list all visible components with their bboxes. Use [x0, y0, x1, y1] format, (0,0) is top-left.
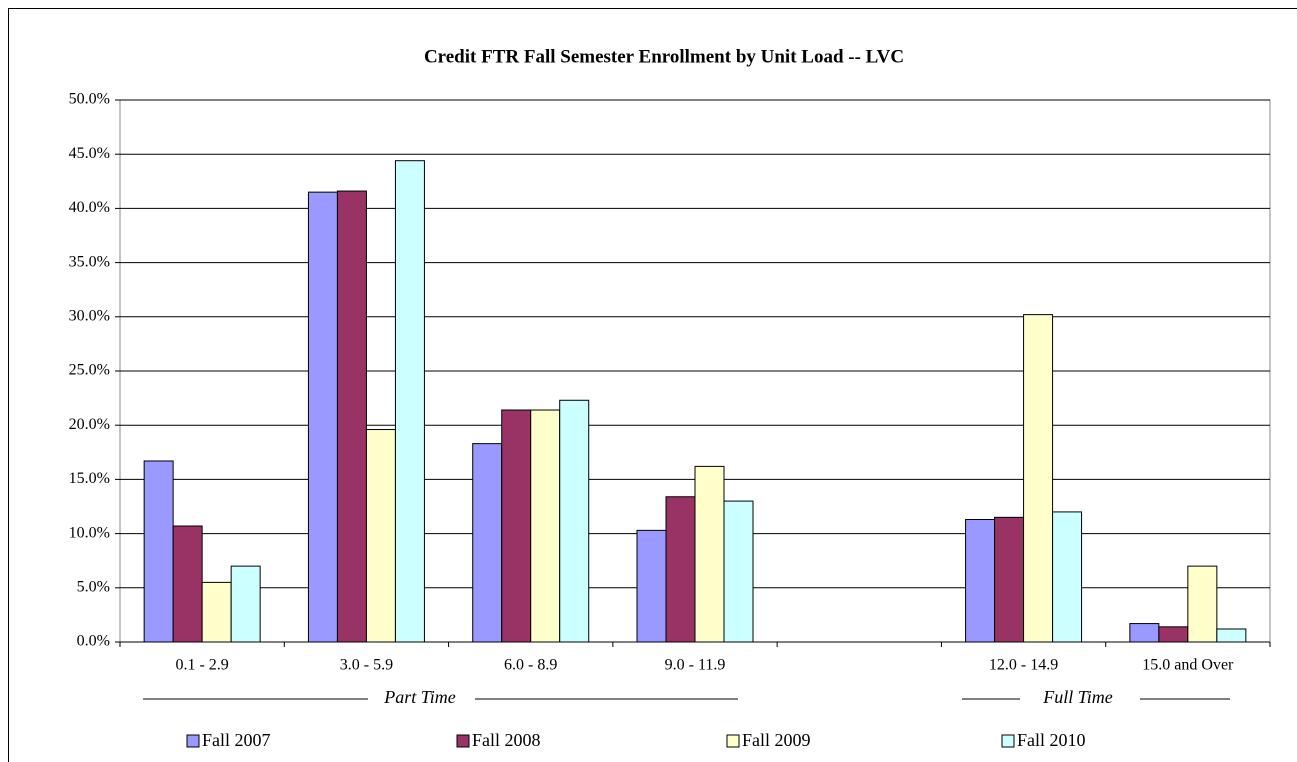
legend-label: Fall 2010	[1017, 730, 1086, 750]
legend-swatch	[456, 734, 470, 748]
bar	[1052, 511, 1083, 643]
bar	[201, 581, 232, 643]
bar	[307, 191, 338, 643]
bar	[636, 529, 667, 643]
x-tick-label: 3.0 - 5.9	[340, 657, 393, 674]
bar	[723, 500, 754, 643]
bar	[501, 409, 532, 643]
bar	[472, 443, 503, 643]
y-tick-label: 10.0%	[69, 524, 110, 541]
chart-title: Credit FTR Fall Semester Enrollment by U…	[424, 46, 904, 67]
y-tick-label: 20.0%	[69, 416, 110, 433]
y-tick-label: 0.0%	[77, 633, 110, 650]
y-tick-label: 25.0%	[69, 362, 110, 379]
y-tick-label: 45.0%	[69, 145, 110, 162]
chart-border	[8, 8, 1297, 762]
legend-swatch	[186, 734, 200, 748]
legend-swatch	[1001, 734, 1015, 748]
group-label: Part Time	[383, 687, 456, 707]
y-tick-label: 35.0%	[69, 253, 110, 270]
y-tick-label: 40.0%	[69, 199, 110, 216]
bar	[1023, 314, 1054, 643]
bar	[1158, 626, 1189, 643]
bar	[665, 496, 696, 643]
bar	[530, 409, 561, 643]
x-tick-label: 0.1 - 2.9	[175, 657, 228, 674]
x-tick-label: 12.0 - 14.9	[989, 657, 1058, 674]
bar	[1187, 565, 1218, 643]
y-tick-label: 50.0%	[69, 91, 110, 108]
bar	[365, 429, 396, 643]
bar	[230, 565, 261, 643]
bar	[336, 190, 367, 643]
bar	[994, 516, 1025, 643]
legend-label: Fall 2008	[472, 730, 541, 750]
x-tick-label: 9.0 - 11.9	[665, 657, 726, 674]
group-label: Full Time	[1042, 687, 1113, 707]
legend-swatch	[726, 734, 740, 748]
y-tick-label: 5.0%	[77, 578, 110, 595]
bar	[1129, 623, 1160, 643]
bar	[559, 399, 590, 643]
legend-label: Fall 2009	[742, 730, 811, 750]
bar	[143, 460, 174, 643]
legend-label: Fall 2007	[202, 730, 271, 750]
bar	[1216, 628, 1247, 643]
bar	[694, 465, 725, 643]
y-tick-label: 15.0%	[69, 470, 110, 487]
bar	[965, 519, 996, 643]
y-tick-label: 30.0%	[69, 307, 110, 324]
bar	[394, 160, 425, 643]
x-tick-label: 6.0 - 8.9	[504, 657, 557, 674]
x-tick-label: 15.0 and Over	[1142, 657, 1234, 674]
bar	[172, 525, 203, 643]
